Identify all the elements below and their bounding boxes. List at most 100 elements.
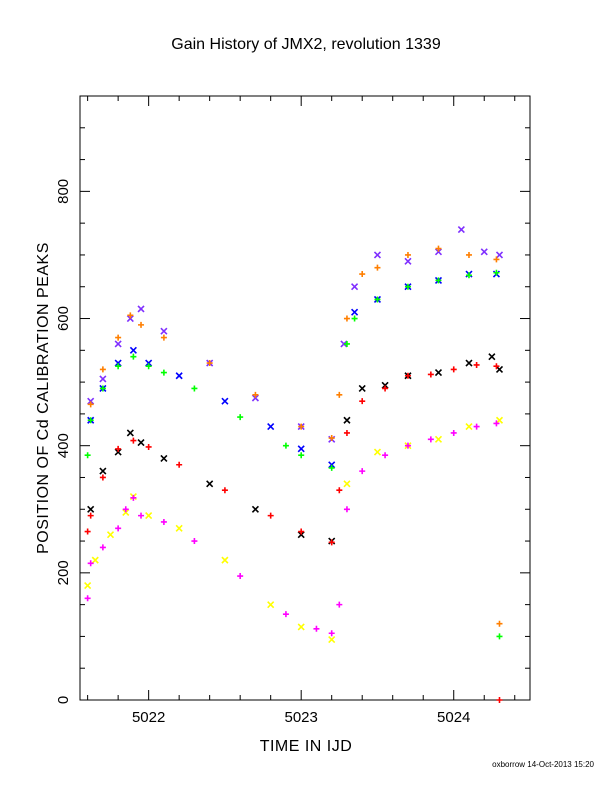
data-point [160, 334, 167, 341]
data-point [297, 445, 305, 453]
data-point [404, 257, 412, 265]
data-point [297, 623, 305, 631]
data-point [351, 283, 359, 291]
data-point [493, 363, 500, 370]
data-point [374, 296, 381, 303]
data-point [465, 251, 472, 258]
data-point [237, 414, 244, 421]
data-point [480, 248, 488, 256]
data-point [99, 544, 106, 551]
data-point [343, 315, 350, 322]
y-axis-label: POSITION OF Cd CALIBRATION PEAKS [35, 242, 52, 554]
series-3 [84, 269, 503, 640]
data-point [496, 633, 503, 640]
series-6 [84, 416, 504, 644]
data-point [404, 251, 411, 258]
y-tick-label: 600 [55, 306, 72, 331]
data-point [145, 363, 152, 370]
data-point [328, 435, 335, 442]
data-point [495, 251, 504, 259]
data-point [87, 560, 94, 567]
data-point [99, 467, 107, 475]
data-point [126, 429, 134, 437]
x-tick-label: 5024 [437, 709, 470, 726]
data-point [282, 442, 289, 449]
data-point [495, 365, 504, 373]
data-point [176, 461, 183, 468]
data-point [252, 391, 259, 398]
plot-frame [79, 95, 531, 701]
data-point [382, 452, 389, 459]
data-point [87, 397, 95, 405]
data-point [404, 442, 411, 449]
data-point [145, 443, 152, 450]
y-tick-label: 0 [55, 696, 72, 704]
data-point [450, 429, 457, 436]
data-point [358, 384, 366, 393]
data-point [328, 630, 335, 637]
data-point [99, 474, 106, 481]
data-point [206, 480, 214, 488]
data-point [114, 359, 122, 367]
data-point [457, 225, 465, 234]
footer-credit: oxborrow 14-Oct-2013 15:20 [492, 760, 594, 769]
series-5 [84, 361, 503, 703]
y-tick-label: 400 [55, 433, 72, 458]
data-point [160, 518, 167, 525]
data-point [84, 528, 91, 535]
data-point [465, 272, 472, 279]
data-point [130, 353, 137, 360]
data-point [495, 416, 504, 424]
data-point [328, 461, 336, 469]
data-point [298, 423, 305, 430]
series-1 [87, 245, 503, 627]
data-point [221, 556, 229, 564]
data-point [382, 385, 389, 392]
data-point [336, 487, 343, 494]
data-point [493, 269, 500, 276]
data-point [237, 573, 244, 580]
data-point [191, 538, 198, 545]
data-point [99, 366, 106, 373]
data-point [84, 452, 91, 459]
data-point [127, 312, 134, 319]
y-tick-label: 200 [55, 560, 72, 585]
data-point [493, 420, 500, 427]
x-tick-label: 5022 [132, 709, 165, 726]
data-point [145, 512, 153, 520]
data-point [343, 506, 350, 513]
data-point [106, 531, 115, 539]
data-point [373, 251, 382, 259]
data-point [221, 487, 228, 494]
data-point [473, 361, 480, 368]
data-point [251, 394, 259, 402]
x-axis-label: TIME IN IJD [259, 738, 353, 755]
data-point [465, 423, 473, 431]
data-point [267, 423, 275, 431]
series-0 [87, 225, 504, 443]
chart-title: Gain History of JMX2, revolution 1339 [171, 36, 441, 53]
data-point [115, 445, 122, 452]
data-point [137, 305, 145, 313]
data-point [359, 271, 366, 278]
data-point [374, 264, 381, 271]
series-7 [84, 420, 500, 637]
data-point [175, 524, 183, 532]
data-point [359, 468, 366, 475]
data-point [160, 369, 167, 376]
data-point [91, 556, 99, 564]
data-point [340, 340, 348, 348]
data-point [160, 454, 168, 462]
data-point [465, 359, 473, 367]
data-point [493, 256, 500, 263]
data-point [115, 363, 122, 370]
data-point [129, 346, 137, 354]
data-point [138, 512, 145, 519]
data-point [298, 452, 305, 459]
data-point [206, 360, 213, 367]
data-point [297, 531, 305, 539]
data-point [435, 245, 442, 252]
data-point [496, 620, 503, 627]
data-point [138, 321, 145, 328]
x-tick-label: 5023 [284, 709, 317, 726]
